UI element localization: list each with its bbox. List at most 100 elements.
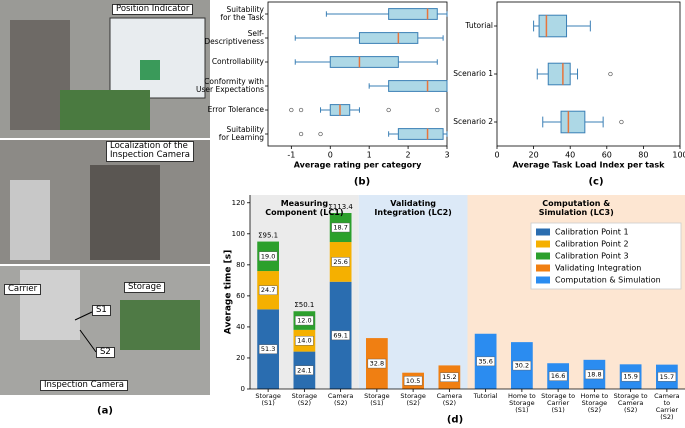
y-tick-label: Conformity with User Expectations [196, 76, 264, 94]
outlier [435, 107, 440, 113]
photo-label: Carrier [4, 284, 42, 296]
value-label-box [548, 371, 568, 381]
value-label-box [476, 356, 495, 367]
x-tick-label: 0 [494, 151, 499, 160]
value-label: 25.6 [333, 258, 347, 266]
value-label: 30.2 [515, 362, 529, 370]
photo-shape [20, 270, 80, 340]
value-label: 12.0 [297, 317, 311, 325]
x-tick-label: Home to Storage (S1) [507, 392, 536, 415]
value-label: 15.9 [623, 373, 637, 381]
photo-shape [60, 90, 150, 130]
panel-label: (b) [353, 176, 371, 188]
x-tick-label: 3 [444, 151, 449, 160]
x-tick-label: 40 [565, 151, 575, 160]
x-tick-label: Storage (S2) [400, 392, 426, 408]
box [547, 62, 571, 86]
group-label: Validating Integration (LC2) [374, 199, 452, 217]
value-label-box [367, 358, 387, 369]
y-tick-label: 100 [232, 230, 245, 238]
total-label: Σ50.1 [294, 301, 314, 309]
x-tick-label: 60 [602, 151, 612, 160]
x-tick-label: Storage (S1) [364, 392, 390, 408]
value-label-box [331, 257, 350, 267]
x-tick-label: Tutorial [473, 392, 498, 400]
value-label-box [331, 330, 350, 341]
value-label: 16.6 [551, 372, 565, 380]
plot-frame [267, 1, 448, 147]
outlier [298, 107, 304, 113]
value-label-box [295, 365, 314, 375]
y-tick-label: 80 [236, 261, 245, 269]
panel-label: (c) [588, 176, 604, 188]
y-tick-label: Scenario 1 [453, 68, 493, 78]
total-label: Σ113.4 [328, 203, 353, 211]
value-label: 24.7 [261, 286, 275, 294]
y-tick-label: Tutorial [465, 20, 493, 30]
box [358, 32, 419, 44]
legend-label: Computation & Simulation [555, 276, 661, 285]
photo-label: Storage [124, 282, 166, 294]
y-tick-label: 40 [236, 323, 245, 331]
outlier [619, 119, 624, 125]
x-tick-label: Storage to Camera (S2) [613, 392, 648, 415]
y-tick-label: 120 [232, 199, 245, 207]
value-label: 15.2 [442, 373, 456, 381]
legend-label: Calibration Point 2 [555, 240, 629, 249]
value-label-box [258, 344, 278, 354]
y-tick-label: Scenario 2 [453, 116, 493, 126]
legend-label: Calibration Point 3 [555, 252, 629, 261]
box [329, 56, 399, 68]
legend-swatch [536, 252, 550, 260]
x-tick-label: 80 [638, 151, 648, 160]
y-tick-label: 60 [236, 292, 245, 300]
total-label: Σ95.1 [258, 232, 278, 240]
x-tick-label: Storage to Carrier (S1) [541, 392, 576, 415]
y-tick-label: Suitability for Learning [218, 124, 264, 142]
legend-label: Validating Integration [555, 264, 641, 273]
value-label: 24.1 [297, 366, 311, 374]
x-tick-label: 100 [672, 151, 685, 160]
value-label-box [295, 336, 314, 346]
box [397, 128, 444, 140]
x-axis-title: Average Task Load Index per task [512, 160, 665, 170]
legend-frame [530, 222, 682, 290]
outlier [298, 131, 304, 137]
legend-swatch [536, 264, 550, 272]
y-tick-label: Controllability [211, 56, 264, 66]
legend-swatch [536, 228, 550, 236]
photo-shape [90, 165, 160, 260]
value-label-box [258, 285, 278, 295]
photo-label: S2 [96, 347, 115, 359]
x-tick-label: Camera (S2) [327, 392, 354, 408]
photo-label: S1 [92, 305, 111, 317]
plot-frame [496, 1, 681, 147]
inset [109, 17, 206, 99]
value-label: 19.0 [261, 252, 275, 260]
panel-label: (a) [97, 405, 113, 417]
panel-label: (d) [446, 414, 464, 426]
y-tick-label: 0 [241, 385, 245, 393]
box [388, 80, 448, 92]
x-tick-label: Home to Storage (S2) [580, 392, 609, 415]
photo-label: Localization of the Inspection Camera [106, 141, 194, 162]
box [560, 110, 586, 134]
value-label: 18.8 [587, 370, 601, 378]
photo-label: Inspection Camera [40, 380, 128, 392]
x-tick-label: Storage (S1) [255, 392, 281, 408]
value-label-box [512, 360, 532, 371]
value-label: 51.3 [261, 345, 275, 353]
value-label-box [331, 222, 350, 233]
value-label-box [585, 369, 604, 380]
legend-swatch [536, 276, 550, 284]
photos [0, 0, 210, 395]
value-label-box [621, 371, 640, 382]
photo-shape [120, 300, 200, 350]
y-tick-label: Suitability for the Task [220, 4, 264, 22]
photo-label: Position Indicator [112, 4, 194, 16]
value-label-box [258, 251, 278, 262]
outlier [318, 131, 323, 137]
value-label-box [657, 372, 677, 382]
y-axis-title: Average time [s] [224, 250, 234, 334]
